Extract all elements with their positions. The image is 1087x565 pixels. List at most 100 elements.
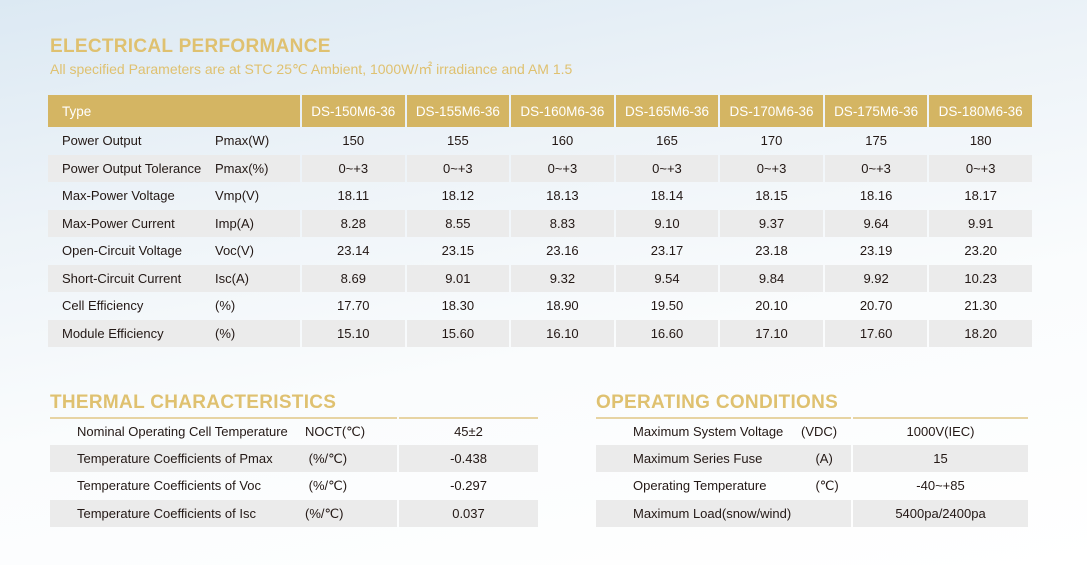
value-cell: 180 xyxy=(969,133,992,149)
table-row: Maximum Load(snow/wind) 5400pa/2400pa xyxy=(596,499,1028,527)
value-cell: 23.14 xyxy=(337,243,370,259)
thermal-characteristics-table: Nominal Operating Cell Temperature NOCT(℃… xyxy=(48,417,540,527)
value-cell: 18.12 xyxy=(441,188,475,204)
parameter-cell: Max-Power Current Imp(A) xyxy=(48,209,300,237)
value-cell: 8.55 xyxy=(406,209,510,237)
parameter-cell: Temperature Coefficients of Pmax (%/℃) xyxy=(50,444,397,472)
value-cell: -40~+85 xyxy=(916,478,965,494)
value-cell: 18.14 xyxy=(650,188,684,204)
value-cell: 8.83 xyxy=(511,209,614,237)
value-cell: 9.92 xyxy=(824,264,928,292)
model-header: DS-160M6-36 xyxy=(511,95,614,127)
value-cell: 15.10 xyxy=(302,319,405,347)
parameter-cell: Maximum System Voltage (VDC) xyxy=(596,417,851,445)
parameter-name: Maximum Load(snow/wind) xyxy=(633,505,792,521)
value-cell: 16.10 xyxy=(511,319,614,347)
parameter-unit: (%/℃) xyxy=(305,478,348,494)
value-cell: 170 xyxy=(760,133,783,149)
parameter-cell: Power Output Pmax(W) xyxy=(48,127,300,155)
value-cell: 23.20 xyxy=(964,243,997,259)
parameter-unit: Isc(A) xyxy=(215,270,249,286)
parameter-unit: (A) xyxy=(801,450,833,466)
value-cell: 9.84 xyxy=(720,264,823,292)
value-cell: 23.16 xyxy=(546,243,579,259)
value-cell: 160 xyxy=(551,133,574,149)
table-row: Maximum Series Fuse (A) 15 xyxy=(596,444,1028,472)
parameter-unit: Imp(A) xyxy=(215,215,254,231)
value-cell: 0~+3 xyxy=(406,154,510,182)
value-cell: 17.60 xyxy=(824,319,928,347)
parameter-name: Power Output xyxy=(62,133,142,149)
table-row: Power Output Tolerance Pmax(%) 0~+3 0~+3 0~+… xyxy=(48,154,1032,182)
parameter-unit: Voc(V) xyxy=(215,243,255,259)
thermal-characteristics-title: THERMAL CHARACTERISTICS xyxy=(50,392,337,413)
parameter-cell: Maximum Load(snow/wind) xyxy=(596,499,851,527)
value-cell: 9.32 xyxy=(511,264,614,292)
parameter-cell: Cell Efficiency (%) xyxy=(48,292,300,320)
table-row: Maximum System Voltage (VDC) 1000V(IEC) xyxy=(596,417,1028,445)
electrical-performance-title: ELECTRICAL PERFORMANCE xyxy=(50,36,331,57)
value-cell: 18.17 xyxy=(964,188,997,204)
value-cell: 17.70 xyxy=(337,298,370,314)
operating-conditions-title: OPERATING CONDITIONS xyxy=(596,392,839,413)
table-row: Cell Efficiency (%) 17.70 18.30 18.90 19.50 2… xyxy=(48,292,1032,320)
parameter-name: Temperature Coefficients of Voc xyxy=(77,478,262,494)
parameter-cell: Nominal Operating Cell Temperature NOCT(℃… xyxy=(50,417,397,445)
value-cell: 16.60 xyxy=(615,319,719,347)
value-cell: 175 xyxy=(865,133,887,149)
value-cell: 21.30 xyxy=(964,298,997,314)
table-row: Operating Temperature (℃) -40~+85 xyxy=(596,472,1028,500)
parameter-unit: Pmax(%) xyxy=(215,160,269,176)
value-cell: 19.50 xyxy=(650,298,684,314)
value-cell: 17.10 xyxy=(720,319,823,347)
parameter-name: Nominal Operating Cell Temperature xyxy=(77,424,288,440)
parameter-name: Max-Power Current xyxy=(62,215,175,231)
value-cell: 9.37 xyxy=(720,209,823,237)
value-cell: 155 xyxy=(446,133,469,149)
parameter-name: Open-Circuit Voltage xyxy=(62,243,182,259)
value-cell: 150 xyxy=(342,133,365,149)
parameter-unit: (%) xyxy=(215,298,236,314)
parameter-name: Short-Circuit Current xyxy=(62,270,182,286)
value-cell: 9.10 xyxy=(615,209,719,237)
value-cell: 10.23 xyxy=(929,264,1032,292)
value-cell: 9.91 xyxy=(929,209,1032,237)
value-cell: 18.90 xyxy=(546,298,579,314)
table-row: Module Efficiency (%) 15.10 15.60 16.10 16.6… xyxy=(48,319,1032,347)
table-row: Short-Circuit Current Isc(A) 8.69 9.01 9.32 9… xyxy=(48,264,1032,292)
value-cell: 18.15 xyxy=(755,188,788,204)
table-row: Temperature Coefficients of Isc (%/℃) 0.03… xyxy=(50,499,538,527)
parameter-name: Temperature Coefficients of Isc xyxy=(77,505,256,521)
value-cell: -0.297 xyxy=(450,478,487,494)
table-row: Max-Power Current Imp(A) 8.28 8.55 8.83 9.10 9… xyxy=(48,209,1032,237)
value-cell: 0~+3 xyxy=(302,154,405,182)
parameter-name: Cell Efficiency xyxy=(62,298,144,314)
parameter-name: Max-Power Voltage xyxy=(62,188,175,204)
value-cell: 15.60 xyxy=(406,319,510,347)
table-row: Temperature Coefficients of Voc (%/℃) -0.… xyxy=(50,472,538,500)
model-header: DS-165M6-36 xyxy=(615,95,719,127)
parameter-cell: Power Output Tolerance Pmax(%) xyxy=(48,154,300,182)
model-header: DS-155M6-36 xyxy=(406,95,510,127)
value-cell: 0~+3 xyxy=(615,154,719,182)
value-cell: 23.17 xyxy=(650,243,684,259)
parameter-name: Maximum Series Fuse xyxy=(633,450,763,466)
value-cell: 8.28 xyxy=(302,209,405,237)
table-row: Nominal Operating Cell Temperature NOCT(℃… xyxy=(50,417,538,445)
type-header: Type xyxy=(48,95,300,127)
stc-conditions-note: All specified Parameters are at STC 25℃ … xyxy=(50,61,573,77)
value-cell: 9.01 xyxy=(406,264,510,292)
table-row: Temperature Coefficients of Pmax (%/℃) -0… xyxy=(50,444,538,472)
value-cell: 0~+3 xyxy=(929,154,1032,182)
value-cell: 5400pa/2400pa xyxy=(853,499,1028,527)
parameter-unit: Vmp(V) xyxy=(215,188,260,204)
value-cell: 18.11 xyxy=(337,188,370,204)
parameter-unit: (%/℃) xyxy=(305,450,348,466)
value-cell: 0~+3 xyxy=(824,154,928,182)
parameter-name: Module Efficiency xyxy=(62,325,164,341)
value-cell: 0~+3 xyxy=(720,154,823,182)
parameter-cell: Temperature Coefficients of Voc (%/℃) xyxy=(50,472,397,500)
table-row: Open-Circuit Voltage Voc(V) 23.14 23.15 23.1… xyxy=(48,237,1032,265)
table-row: Power Output Pmax(W) 150 155 160 165 170 175 180 xyxy=(48,127,1032,155)
value-cell: 18.13 xyxy=(546,188,579,204)
